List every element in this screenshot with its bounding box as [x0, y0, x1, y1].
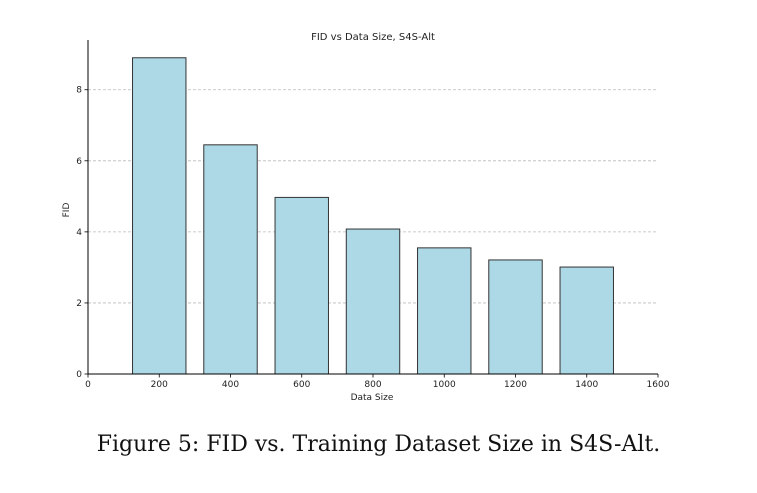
x-ticks: 0 200 400 600 800 1000 1200 1400 1600: [85, 374, 670, 390]
x-tick-label-800: 800: [364, 380, 381, 390]
bar-800: [345, 228, 401, 375]
x-axis-label: Data Size: [351, 393, 394, 403]
x-tick-label-0: 0: [85, 380, 91, 390]
y-tick-label-8: 8: [76, 86, 82, 96]
bar-600: [274, 196, 329, 375]
y-axis-label: FID: [62, 203, 72, 218]
chart-title: FID vs Data Size, S4S-Alt: [311, 32, 435, 43]
y-tick-label-2: 2: [76, 299, 82, 309]
bar-chart: FID vs Data Size, S4S-Alt 0 200 400 600 800 1…: [62, 32, 670, 403]
bar-1200: [488, 259, 543, 375]
y-ticks: 0 2 4 6 8: [76, 86, 88, 380]
x-tick-label-1400: 1400: [575, 380, 598, 390]
bar-400: [203, 144, 258, 375]
x-tick-label-400: 400: [222, 380, 239, 390]
y-tick-label-6: 6: [76, 157, 82, 167]
x-tick-label-600: 600: [293, 380, 310, 390]
bar-200: [132, 57, 187, 375]
y-tick-label-0: 0: [76, 370, 82, 380]
bars: [132, 57, 614, 375]
x-tick-label-200: 200: [151, 380, 168, 390]
figure-caption: Figure 5: FID vs. Training Dataset Size …: [96, 432, 661, 457]
x-tick-label-1600: 1600: [647, 380, 670, 390]
x-tick-label-1000: 1000: [433, 380, 456, 390]
bar-1400: [559, 266, 614, 375]
bar-1000: [417, 247, 472, 375]
x-tick-label-1200: 1200: [504, 380, 527, 390]
y-tick-label-4: 4: [76, 228, 82, 238]
